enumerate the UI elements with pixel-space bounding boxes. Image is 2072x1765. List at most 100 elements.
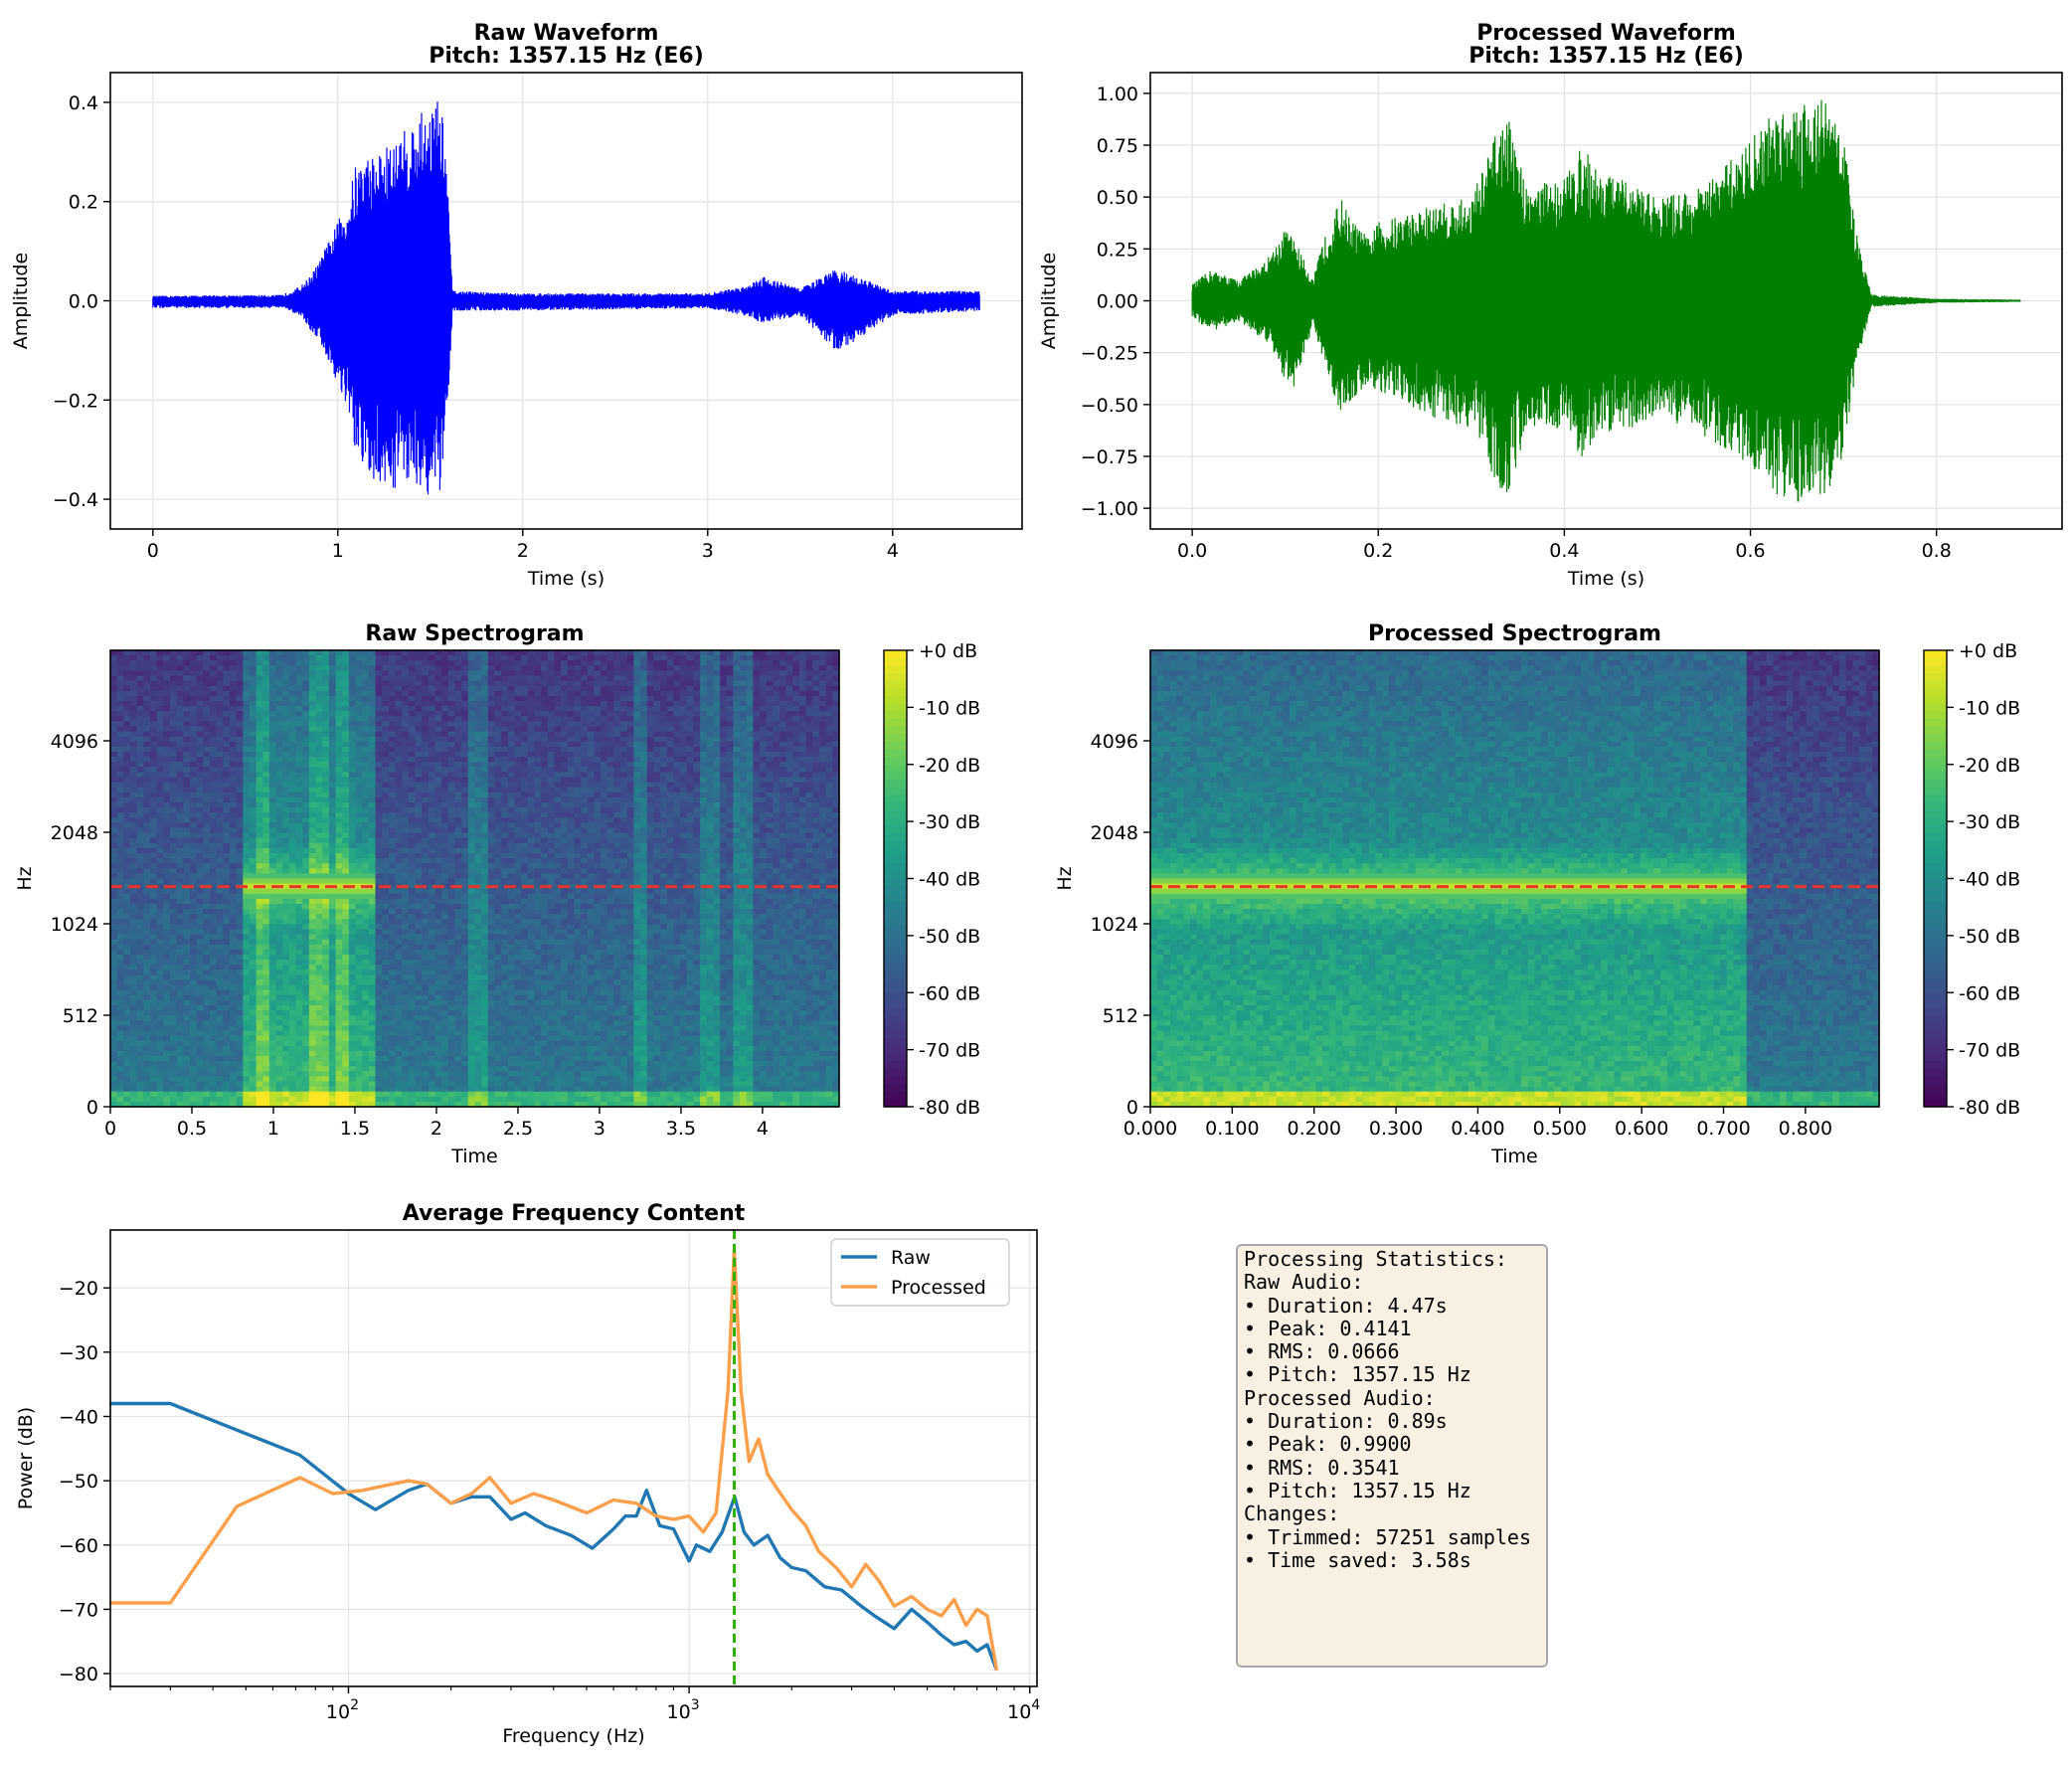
spectrogram-cell <box>441 944 449 951</box>
spectrogram-cell <box>143 904 151 910</box>
spectrogram-cell <box>236 1030 244 1037</box>
spectrogram-cell <box>395 1071 403 1077</box>
spectrogram-cell <box>203 832 211 839</box>
spectrogram-cell <box>216 832 224 839</box>
spectrogram-cell <box>362 746 370 753</box>
spectrogram-cell <box>395 665 403 671</box>
spectrogram-cell <box>210 904 218 910</box>
spectrogram-cell <box>136 832 144 839</box>
spectrogram-cell <box>461 1061 469 1067</box>
spectrogram-cell <box>295 949 303 956</box>
spectrogram-cell <box>143 944 151 951</box>
spectrogram-cell <box>156 757 164 763</box>
spectrogram-cell <box>170 1045 178 1052</box>
spectrogram-cell <box>190 863 198 869</box>
spectrogram-cell <box>388 847 397 854</box>
spectrogram-cell <box>348 858 357 864</box>
spectrogram-cell <box>243 741 251 748</box>
spectrogram-cell <box>156 802 164 808</box>
spectrogram-cell <box>375 955 383 961</box>
spectrogram-cell <box>183 741 191 748</box>
spectrogram-cell <box>156 706 164 712</box>
spectrogram-cell <box>428 1005 436 1011</box>
spectrogram-cell <box>441 807 449 813</box>
spectrogram-cell <box>163 777 171 784</box>
spectrogram-cell <box>302 868 310 874</box>
y-tick-label: −0.4 <box>53 489 98 511</box>
spectrogram-cell <box>382 1071 390 1077</box>
spectrogram-cell <box>335 736 343 743</box>
spectrogram-cell <box>243 716 251 722</box>
spectrogram-cell <box>422 650 430 656</box>
spectrogram-cell <box>236 863 244 869</box>
spectrogram-cell <box>408 1020 417 1026</box>
spectrogram-cell <box>136 858 144 864</box>
spectrogram-cell <box>382 1086 390 1093</box>
spectrogram-cell <box>322 716 330 722</box>
spectrogram-cell <box>454 868 462 874</box>
spectrogram-cell <box>348 1066 357 1072</box>
spectrogram-cell <box>282 1015 290 1021</box>
spectrogram-cell <box>342 853 350 859</box>
spectrogram-cell <box>382 1096 390 1103</box>
spectrogram-cell <box>382 1076 390 1083</box>
spectrogram-cell <box>196 680 204 687</box>
spectrogram-cell <box>355 994 363 1001</box>
spectrogram-cell <box>275 746 283 753</box>
spectrogram-cell <box>236 650 244 656</box>
spectrogram-cell <box>454 721 462 728</box>
spectrogram-cell <box>190 1025 198 1032</box>
spectrogram-cell <box>130 655 138 661</box>
spectrogram-cell <box>408 716 417 722</box>
spectrogram-cell <box>150 767 158 773</box>
spectrogram-cell <box>302 979 310 986</box>
spectrogram-cell <box>229 777 238 784</box>
spectrogram-cell <box>388 650 397 656</box>
spectrogram-cell <box>362 731 370 738</box>
spectrogram-cell <box>243 1061 251 1067</box>
spectrogram-cell <box>216 827 224 834</box>
spectrogram-cell <box>441 832 449 839</box>
spectrogram-cell <box>447 1040 456 1047</box>
x-tick-label: 2 <box>517 540 529 562</box>
spectrogram-cell <box>362 1076 370 1083</box>
spectrogram-cell <box>183 1030 191 1037</box>
spectrogram-cell <box>447 665 456 671</box>
spectrogram-cell <box>210 665 218 671</box>
spectrogram-cell <box>216 929 224 936</box>
spectrogram-cell <box>130 670 138 677</box>
spectrogram-cell <box>243 731 251 738</box>
spectrogram-cell <box>295 929 303 936</box>
spectrogram-cell <box>382 670 390 677</box>
spectrogram-cell <box>315 1025 323 1032</box>
spectrogram-cell <box>223 1081 231 1088</box>
spectrogram-cell <box>315 904 323 910</box>
spectrogram-cell <box>163 888 171 895</box>
spectrogram-cell <box>422 878 430 885</box>
spectrogram-cell <box>375 752 383 758</box>
spectrogram-cell <box>130 989 138 996</box>
spectrogram-cell <box>143 650 151 656</box>
spectrogram-cell <box>315 1086 323 1093</box>
spectrogram-cell <box>342 1061 350 1067</box>
spectrogram-cell <box>302 660 310 666</box>
spectrogram-cell <box>415 827 423 834</box>
spectrogram-cell <box>461 1010 469 1016</box>
spectrogram-cell <box>295 827 303 834</box>
spectrogram-cell <box>203 1076 211 1083</box>
spectrogram-cell <box>243 929 251 936</box>
spectrogram-cell <box>441 746 449 753</box>
spectrogram-cell <box>461 762 469 768</box>
spectrogram-cell <box>375 762 383 768</box>
spectrogram-cell <box>275 832 283 839</box>
spectrogram-cell <box>110 832 118 839</box>
spectrogram-cell <box>415 660 423 666</box>
spectrogram-cell <box>123 762 131 768</box>
spectrogram-cell <box>249 695 258 702</box>
spectrogram-cell <box>375 1091 383 1098</box>
spectrogram-cell <box>368 904 377 910</box>
spectrogram-cell <box>236 827 244 834</box>
spectrogram-cell <box>375 777 383 784</box>
spectrogram-cell <box>382 970 390 975</box>
spectrogram-cell <box>388 944 397 951</box>
